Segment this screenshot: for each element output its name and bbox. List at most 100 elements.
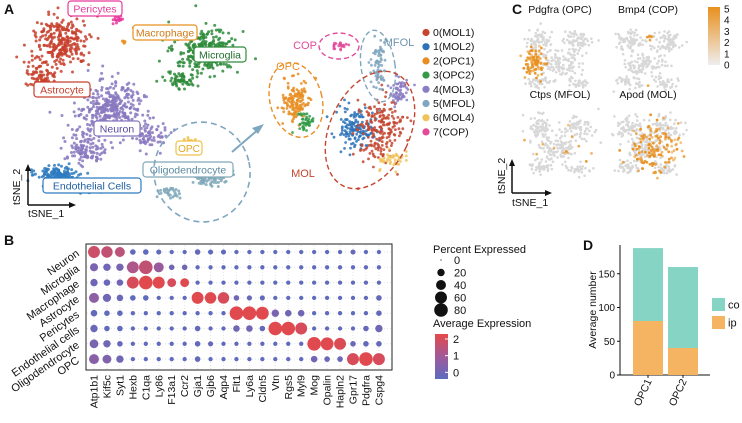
feature-bg-point <box>611 133 615 137</box>
tsne-sub-point <box>375 110 379 113</box>
dotplot-dot <box>143 311 148 316</box>
tsne-main-point <box>48 110 52 114</box>
sub-legend-label: 5(MFOL) <box>433 98 475 110</box>
feature-bg-point <box>531 127 534 131</box>
feature-bg-point <box>531 80 534 84</box>
feature-bg-point <box>552 66 555 69</box>
feature-bg-point <box>620 77 623 80</box>
tsne-main-point <box>79 39 83 43</box>
size-legend-dot <box>436 280 446 290</box>
feature-bg-point <box>586 123 590 126</box>
tsne-main-point <box>32 77 36 81</box>
tsne-main-point <box>163 79 167 82</box>
feature-bg-point <box>582 33 586 36</box>
feature-bg-point <box>556 156 559 159</box>
tsne-sub-point <box>338 41 342 45</box>
tsne-main-point <box>115 112 119 116</box>
dotplot-dot <box>363 311 369 316</box>
tsne-main-point <box>177 87 181 91</box>
feature-bg-point <box>561 144 564 147</box>
feature-bg-point <box>640 70 644 74</box>
tsne-main-point <box>59 33 63 37</box>
feature-bg-point <box>652 65 656 69</box>
tsne-main-point <box>87 110 91 114</box>
tsne-main-point <box>79 143 83 147</box>
feature-bg-point <box>580 36 583 40</box>
tsne-main-point <box>207 30 211 34</box>
tsne-sub-point <box>362 148 366 152</box>
feature-bg-point <box>661 44 664 48</box>
tsne-main-point <box>205 32 209 36</box>
tsne-main-point <box>37 65 41 69</box>
tsne-sub-point <box>378 168 382 171</box>
tsne-main-point <box>170 48 174 52</box>
tsne-main-point <box>194 4 198 8</box>
tsne-main-point <box>48 45 52 49</box>
tsne-main-point <box>146 123 150 127</box>
tsne-sub-point <box>291 88 295 92</box>
tsne-sub-point <box>377 54 380 58</box>
feature-expr-point <box>666 161 670 164</box>
feature-bg-point <box>542 168 545 171</box>
tsne-main-point <box>233 38 237 42</box>
sub-legend-label: 6(MOL4) <box>433 112 474 124</box>
feature-bg-point <box>627 140 630 143</box>
tsne-sub-point <box>355 132 359 136</box>
tsne-main-point <box>126 96 130 100</box>
tsne-main-point <box>71 70 74 74</box>
tsne-sub-point <box>373 105 376 109</box>
tsne-sub-point <box>369 131 373 135</box>
tsne-sub-point <box>376 142 379 146</box>
tsne-main-point <box>177 64 180 68</box>
feature-bg-point <box>650 65 654 68</box>
label-box-oligodendrocyte <box>142 161 234 178</box>
feature-bg-point <box>657 55 661 58</box>
size-legend-label: 20 <box>454 268 466 280</box>
feature-bg-point <box>656 62 659 65</box>
feature-bg-point <box>546 59 550 62</box>
feature-bg-point <box>640 84 644 87</box>
feature-bg-point <box>571 69 574 73</box>
feature-bg-point <box>534 168 538 172</box>
feature-expr-point <box>650 136 654 139</box>
feature-expr-point <box>664 161 667 164</box>
tsne-main-point <box>81 159 85 163</box>
feature-bg-point <box>572 44 575 47</box>
feature-bg-point <box>560 73 564 76</box>
tsne-sub-point <box>392 93 396 96</box>
feature-bg-point <box>567 156 570 160</box>
feature-bg-point <box>657 59 660 63</box>
dotplot-dot <box>337 249 343 255</box>
feature-bg-point <box>540 140 544 144</box>
panel-b: B NeuronMicrogliaMacrophageAstrocytePeri… <box>4 232 531 408</box>
tsne-sub-point <box>304 103 308 107</box>
feature-bg-point <box>632 38 635 42</box>
dotplot-dot <box>246 325 253 332</box>
dotplot-dot <box>312 249 317 255</box>
tsne-main-point <box>175 194 179 198</box>
tsne-sub-point <box>292 111 296 115</box>
tsne-main-point <box>201 67 205 71</box>
feature-bg-point <box>624 66 627 69</box>
feature-bg-point <box>552 68 556 71</box>
tsne-main-point <box>69 36 73 40</box>
feature-bg-point <box>584 166 587 170</box>
feature-bg-point <box>620 120 623 124</box>
feature-bg-point <box>567 58 571 61</box>
tsne-main-point <box>37 45 41 49</box>
tsne-main-point <box>94 155 98 159</box>
tsne-sub-point <box>291 74 294 78</box>
feature-bg-point <box>666 80 669 83</box>
feature-bg-point <box>550 157 553 160</box>
feature-x-arrow <box>545 190 552 196</box>
feature-bg-point <box>664 121 668 125</box>
tsne-sub-point <box>344 42 348 46</box>
feature-bg-point <box>566 68 569 71</box>
tsne-sub-point <box>392 120 396 124</box>
feature-bg-point <box>613 115 616 118</box>
tsne-main-point <box>134 108 138 112</box>
feature-bg-point <box>570 166 574 170</box>
size-legend-dot <box>435 291 447 304</box>
tsne-sub-point <box>302 121 306 125</box>
tsne-main-point <box>197 65 201 69</box>
